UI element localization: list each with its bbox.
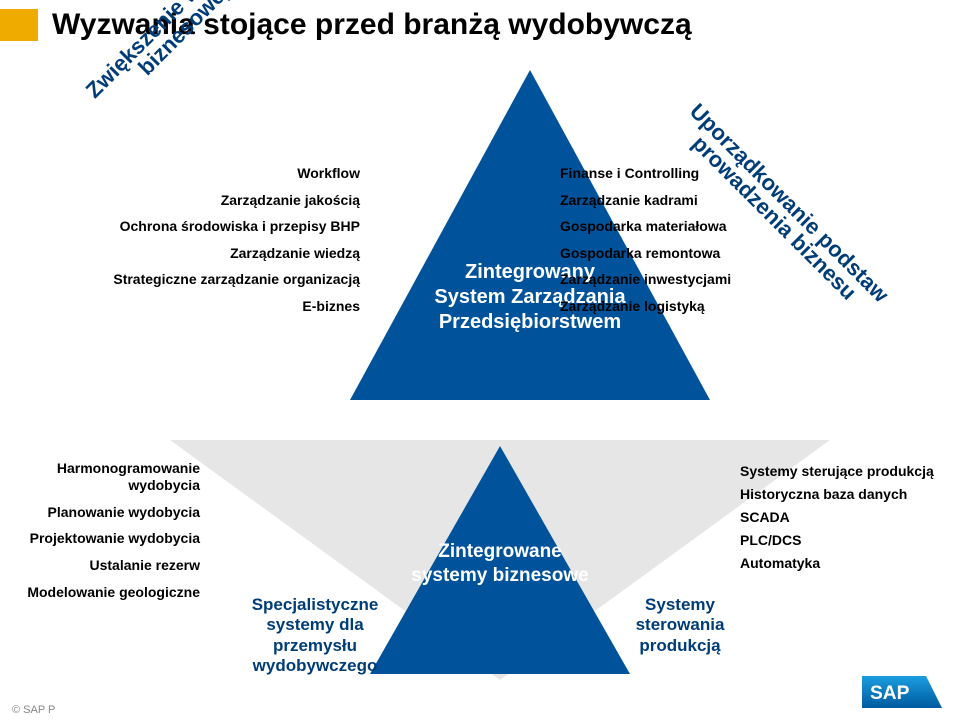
bottom-section: Zintegrowane systemy biznesowe Specjalis… (0, 440, 960, 700)
bl3: Ustalanie rezerw (0, 557, 200, 574)
bl2: Projektowanie wydobycia (0, 530, 200, 547)
bottom-right-sublabel: Systemy sterowania produkcją (590, 595, 770, 656)
logo-text: SAP (870, 683, 910, 704)
br3: PLC/DCS (740, 529, 960, 552)
bl1: Planowanie wydobycia (0, 504, 200, 521)
sap-logo-svg: SAP (862, 672, 942, 712)
li-2: Ochrona środowiska i przepisy BHP (20, 213, 360, 240)
li-1: Zarządzanie jakością (20, 187, 360, 214)
sr3: produkcją (639, 636, 720, 655)
sr2: sterowania (636, 615, 725, 634)
bl4: Modelowanie geologiczne (0, 584, 200, 601)
li-3: Zarządzanie wiedzą (20, 240, 360, 267)
sl2: systemy dla (266, 615, 363, 634)
br1: Historyczna baza danych (740, 483, 960, 506)
sl1: Specjalistyczne (252, 595, 379, 614)
br2: SCADA (740, 506, 960, 529)
li-0: Workflow (20, 160, 360, 187)
cl2: systemy biznesowe (411, 565, 588, 586)
li-5: E-biznes (20, 293, 360, 320)
sr1: Systemy (645, 595, 715, 614)
sap-logo: SAP (862, 672, 942, 712)
bl0: Harmonogramowanie wydobycia (0, 460, 200, 494)
title-bar: Wyzwania stojące przed branżą wydobywczą (0, 8, 692, 42)
bottom-left-items: Harmonogramowanie wydobycia Planowanie w… (0, 460, 200, 611)
slide-root: { "title": "Wyzwania stojące przed branż… (0, 0, 960, 722)
ri-2: Gospodarka materiałowa (560, 213, 940, 240)
top-section: Zintegrowany System Zarządzania Przedsię… (0, 60, 960, 440)
bottom-center-label: Zintegrowane systemy biznesowe (370, 540, 630, 588)
accent-square (0, 9, 38, 41)
bottom-left-sublabel: Specjalistyczne systemy dla przemysłu wy… (210, 595, 420, 677)
cl1: Zintegrowane (438, 541, 562, 562)
sl4: wydobywczego (253, 656, 378, 675)
ri-3: Gospodarka remontowa (560, 240, 940, 267)
sl3: przemysłu (273, 636, 357, 655)
bottom-right-items: Systemy sterujące produkcją Historyczna … (740, 460, 960, 575)
br0: Systemy sterujące produkcją (740, 460, 960, 483)
top-left-items: Workflow Zarządzanie jakością Ochrona śr… (20, 160, 360, 320)
li-4: Strategiczne zarządzanie organizacją (20, 266, 360, 293)
br4: Automatyka (740, 552, 960, 575)
footer-copyright: © SAP P (12, 704, 55, 716)
